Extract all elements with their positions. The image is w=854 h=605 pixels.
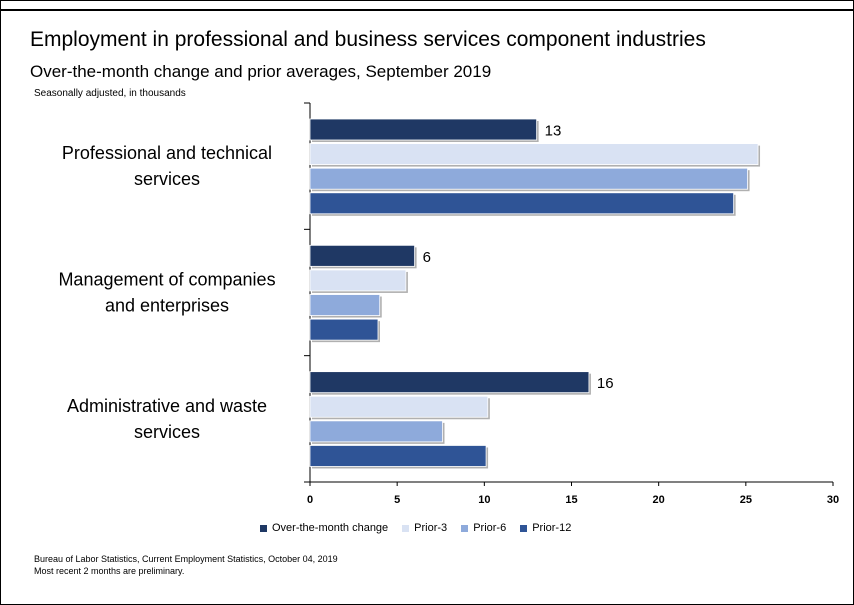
bar	[309, 318, 379, 341]
legend-item: Prior-6	[461, 522, 506, 534]
bar	[309, 420, 443, 443]
category-label: services	[134, 169, 200, 189]
bar	[309, 192, 735, 215]
category-label: services	[134, 422, 200, 442]
legend-item: Prior-3	[402, 522, 447, 534]
bar	[309, 244, 415, 267]
legend-label: Prior-3	[414, 522, 448, 534]
x-tick-label: 20	[653, 494, 665, 506]
x-tick-label: 10	[478, 494, 490, 506]
preliminary-note: Most recent 2 months are preliminary.	[34, 566, 185, 576]
x-tick-label: 0	[307, 494, 313, 506]
bar	[309, 143, 759, 166]
bar	[309, 395, 489, 418]
x-tick-label: 30	[827, 494, 839, 506]
data-label: 6	[423, 249, 431, 266]
bar	[309, 445, 487, 467]
x-tick-label: 5	[394, 494, 400, 506]
units-note: Seasonally adjusted, in thousands	[34, 88, 186, 99]
bar	[309, 371, 590, 394]
category-label: Administrative and waste	[67, 396, 267, 416]
legend-item: Prior-12	[520, 522, 571, 534]
x-tick-label: 25	[740, 494, 752, 506]
bar	[309, 118, 538, 141]
bar	[309, 269, 407, 292]
data-label: 13	[545, 123, 562, 140]
category-label: Management of companies	[58, 270, 275, 290]
chart-title: Employment in professional and business …	[30, 28, 706, 51]
source-line: Bureau of Labor Statistics, Current Empl…	[34, 554, 338, 564]
x-tick-label: 15	[565, 494, 577, 506]
bar	[309, 294, 381, 316]
legend-item: Over-the-month change	[260, 522, 388, 534]
legend-swatch	[461, 524, 469, 532]
legend-swatch	[520, 524, 528, 532]
data-label: 16	[597, 375, 614, 392]
category-label: Professional and technical	[62, 143, 272, 163]
category-label: and enterprises	[105, 296, 229, 316]
legend-label: Prior-12	[532, 522, 572, 534]
bar	[309, 167, 748, 190]
legend-label: Prior-6	[473, 522, 507, 534]
chart-legend: Over-the-month change Prior-3 Prior-6 Prior…	[260, 522, 585, 534]
legend-label: Over-the-month change	[272, 522, 389, 534]
chart-subtitle: Over-the-month change and prior averages…	[30, 62, 492, 81]
legend-swatch	[402, 524, 410, 532]
legend-swatch	[260, 524, 267, 532]
source-note: Bureau of Labor Statistics, Current Empl…	[34, 553, 338, 577]
